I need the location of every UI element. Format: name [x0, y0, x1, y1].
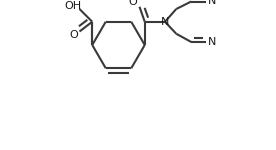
Text: OH: OH — [65, 1, 82, 11]
Text: N: N — [208, 37, 216, 47]
Text: N: N — [161, 17, 169, 27]
Text: O: O — [70, 30, 79, 39]
Text: N: N — [208, 0, 216, 6]
Text: O: O — [129, 0, 137, 7]
